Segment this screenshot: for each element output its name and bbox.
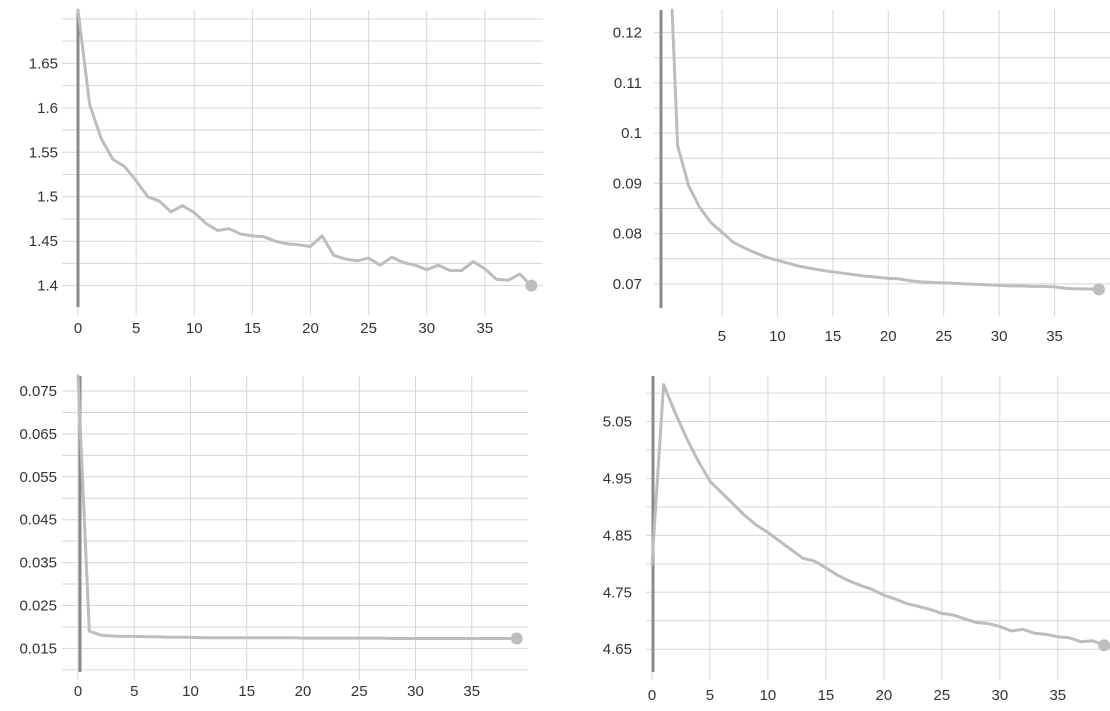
series-line (76, 8, 533, 288)
x-tick-label: 15 (244, 320, 261, 337)
series-endpoint-marker[interactable] (1098, 639, 1110, 652)
y-tick-label: 0.025 (19, 598, 57, 615)
y-tick-label: 0.07 (613, 276, 642, 293)
x-tick-label: 0 (648, 687, 656, 704)
y-tick-label: 0.1 (621, 125, 642, 142)
x-tick-label: 30 (407, 683, 424, 700)
x-tick-label: 20 (876, 687, 893, 704)
y-tick-label: 0.045 (19, 512, 57, 529)
x-tick-label: 5 (130, 683, 138, 700)
x-tick-label: 15 (238, 683, 255, 700)
x-tick-label: 5 (132, 320, 140, 337)
x-tick-label: 20 (302, 320, 319, 337)
chart-top-left: 1.4 1.45 1.5 1.55 1.6 1.65 0 5 10 15 20 25 30 35 (29, 8, 543, 337)
x-tick-label: 30 (418, 320, 435, 337)
series-endpoint-marker[interactable] (510, 632, 523, 645)
x-tick-label: 20 (295, 683, 312, 700)
x-tick-label: 30 (991, 328, 1008, 345)
chart-top-right: 0.07 0.08 0.09 0.1 0.11 0.12 5 10 15 20 25 30 35 (613, 8, 1110, 345)
y-tick-label: 1.5 (37, 189, 58, 206)
y-tick-label: 1.65 (29, 55, 58, 72)
x-tick-label: 10 (760, 687, 777, 704)
y-tick-label: 0.11 (614, 75, 642, 92)
x-tick-label: 15 (824, 328, 841, 345)
x-tick-label: 10 (186, 320, 203, 337)
x-tick-label: 35 (477, 320, 494, 337)
y-tick-label: 1.6 (37, 100, 58, 117)
y-tick-label: 0.055 (19, 469, 57, 486)
x-tick-label: 25 (934, 687, 951, 704)
y-tick-label: 0.015 (19, 640, 57, 657)
x-tick-label: 25 (935, 328, 952, 345)
x-tick-label: 15 (818, 687, 835, 704)
series-endpoint-marker[interactable] (525, 279, 538, 292)
y-tick-label: 1.4 (37, 278, 58, 295)
x-tick-label: 35 (463, 683, 480, 700)
y-tick-label: 0.12 (613, 25, 642, 42)
series-endpoint-marker[interactable] (1092, 283, 1105, 296)
y-tick-label: 0.065 (19, 426, 57, 443)
series-line (76, 374, 519, 640)
x-tick-label: 10 (769, 328, 786, 345)
y-tick-label: 4.65 (603, 641, 632, 658)
series-line (650, 383, 1106, 647)
y-tick-label: 4.85 (603, 527, 632, 544)
chart-bottom-left: 0.015 0.025 0.035 0.045 0.055 0.065 0.075 0 5 10 1… (19, 374, 528, 700)
y-tick-label: 1.45 (29, 233, 58, 250)
x-tick-label: 10 (182, 683, 199, 700)
x-tick-label: 5 (718, 328, 726, 345)
x-tick-label: 20 (880, 328, 897, 345)
x-tick-label: 30 (992, 687, 1009, 704)
x-tick-label: 35 (1046, 328, 1063, 345)
x-tick-label: 5 (706, 687, 714, 704)
y-tick-label: 0.09 (613, 175, 642, 192)
x-tick-label: 25 (351, 683, 368, 700)
x-tick-label: 35 (1049, 687, 1066, 704)
series-line (670, 8, 1101, 291)
y-tick-label: 1.55 (29, 144, 58, 161)
y-tick-label: 4.75 (603, 584, 632, 601)
y-tick-label: 5.05 (603, 414, 632, 431)
chart-bottom-right: 4.65 4.75 4.85 4.95 5.05 0 5 10 15 20 25 30 35 (603, 376, 1110, 704)
y-tick-label: 0.075 (19, 383, 57, 400)
y-tick-label: 4.95 (603, 470, 632, 487)
x-tick-label: 0 (74, 320, 82, 337)
x-tick-label: 0 (74, 683, 82, 700)
y-tick-label: 0.08 (613, 226, 642, 243)
y-tick-label: 0.035 (19, 555, 57, 572)
x-tick-label: 25 (360, 320, 377, 337)
